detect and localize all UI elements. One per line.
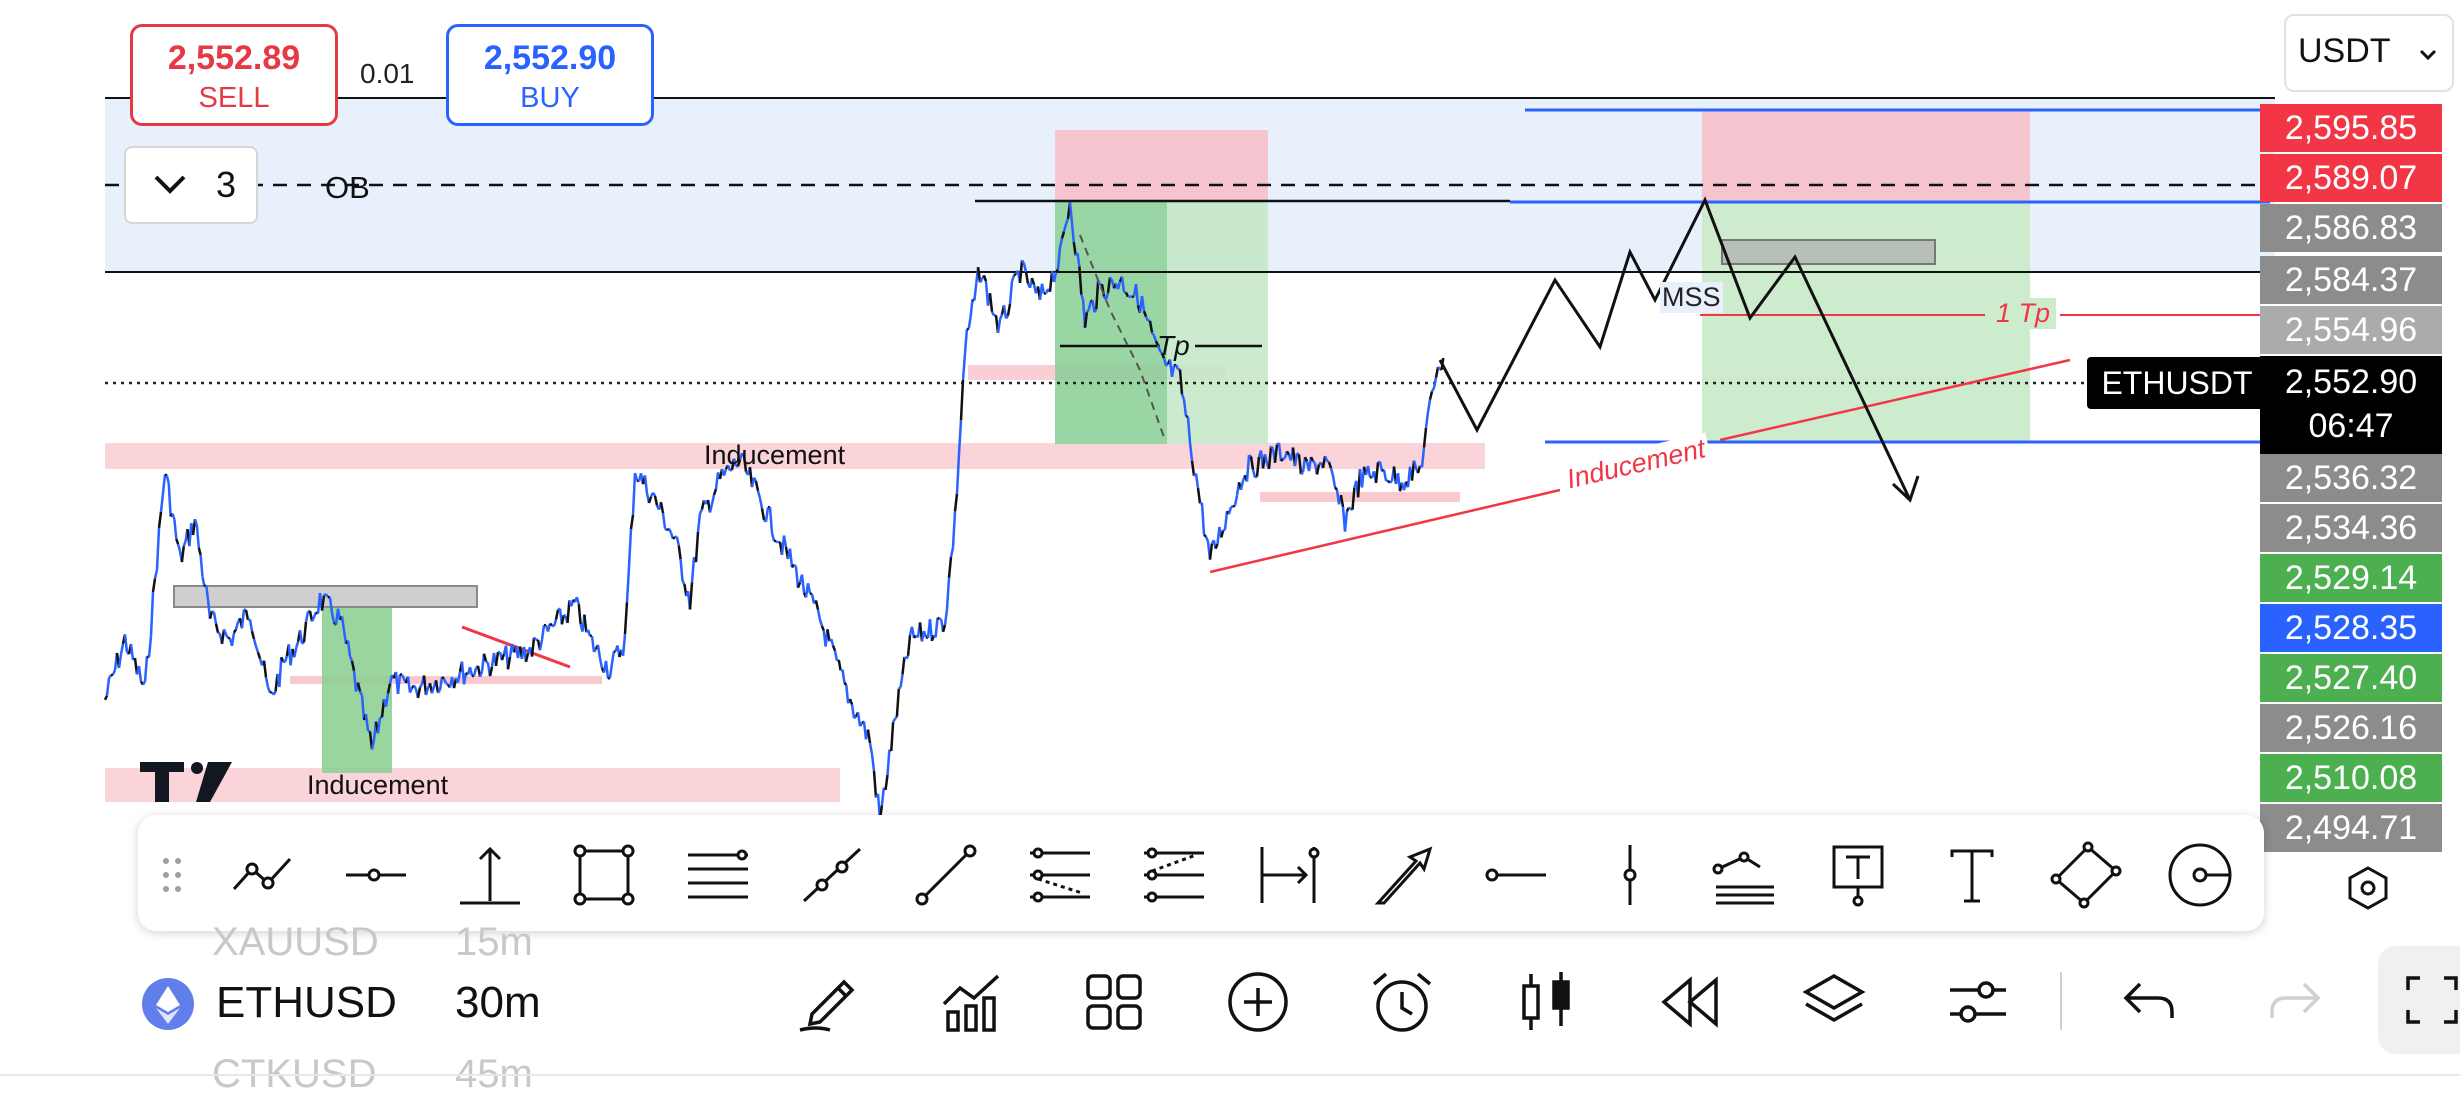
circle-icon[interactable] <box>2168 843 2232 907</box>
current-price-label: 2,552.90 06:47 <box>2260 356 2442 456</box>
pencil-icon[interactable] <box>796 970 860 1034</box>
tp-red-label: 1 Tp <box>1990 298 2056 329</box>
spread-value: 0.01 <box>360 58 415 90</box>
rotated-rectangle-icon[interactable] <box>2054 843 2118 907</box>
candles-icon[interactable] <box>1514 970 1578 1034</box>
indicators-icon[interactable] <box>940 970 1004 1034</box>
sell-label: SELL <box>133 82 335 115</box>
pitchfork-icon[interactable] <box>1712 843 1776 907</box>
toolbar-divider <box>2060 972 2062 1030</box>
trend-line-icon[interactable] <box>230 843 294 907</box>
price-label: 2,494.71 <box>2260 804 2442 852</box>
ob-label: OB <box>325 170 370 206</box>
settings-hex-icon[interactable] <box>2344 864 2392 912</box>
chevron-down-icon <box>2418 48 2438 62</box>
fullscreen-icon <box>2404 974 2460 1026</box>
inducement-top-label: Inducement <box>704 440 845 471</box>
bottom-divider <box>0 1074 2460 1076</box>
price-label: 2,526.16 <box>2260 704 2442 752</box>
drawing-toolbar <box>138 815 2264 931</box>
prev-timeframe[interactable]: 15m <box>455 920 533 965</box>
undo-icon[interactable] <box>2118 970 2182 1034</box>
current-timeframe[interactable]: 30m <box>455 978 541 1028</box>
price-label: 2,584.37 <box>2260 256 2442 304</box>
price-label: 2,527.40 <box>2260 654 2442 702</box>
indicator-count: 3 <box>216 164 236 206</box>
settings-icon[interactable] <box>1946 970 2010 1034</box>
tp-label: Tp <box>1157 330 1190 362</box>
current-price: 2,552.90 <box>2260 360 2442 404</box>
chevron-down-icon <box>152 172 188 196</box>
plus-circle-icon[interactable] <box>1226 970 1290 1034</box>
price-label: 2,534.36 <box>2260 504 2442 552</box>
current-symbol[interactable]: ETHUSD <box>216 978 402 1028</box>
vertical-line-icon[interactable] <box>1598 843 1662 907</box>
grid-icon[interactable] <box>1082 970 1146 1034</box>
price-label: 2,536.32 <box>2260 454 2442 502</box>
mss-label: MSS <box>1660 282 1723 313</box>
fullscreen-button[interactable] <box>2378 946 2460 1054</box>
prev-symbol[interactable]: XAUUSD <box>212 920 379 965</box>
price-label: 2,589.07 <box>2260 154 2442 202</box>
ethereum-icon <box>142 978 194 1030</box>
extended-line-icon[interactable] <box>800 843 864 907</box>
parallel-channel-icon[interactable] <box>686 843 750 907</box>
date-range-icon[interactable] <box>1256 843 1320 907</box>
horizontal-line-icon[interactable] <box>1484 843 1548 907</box>
arrow-icon[interactable] <box>1370 843 1434 907</box>
alarm-icon[interactable] <box>1370 970 1434 1034</box>
vertical-range-icon[interactable] <box>458 843 522 907</box>
fib-retracement-icon[interactable] <box>1028 843 1092 907</box>
buy-button[interactable]: 2,552.90 BUY <box>446 24 654 126</box>
price-label: 2,554.96 <box>2260 306 2442 354</box>
fib-channel-icon[interactable] <box>1142 843 1206 907</box>
price-label: 2,595.85 <box>2260 104 2442 152</box>
price-label: 2,529.14 <box>2260 554 2442 602</box>
price-label: 2,510.08 <box>2260 754 2442 802</box>
currency-select[interactable]: USDT <box>2284 14 2454 92</box>
redo-icon[interactable] <box>2262 970 2326 1034</box>
replay-icon[interactable] <box>1658 970 1722 1034</box>
currency-value: USDT <box>2298 32 2391 71</box>
text-note-icon[interactable] <box>1826 843 1890 907</box>
sell-price: 2,552.89 <box>133 39 335 78</box>
collapse-indicators-button[interactable]: 3 <box>124 146 258 224</box>
sell-button[interactable]: 2,552.89 SELL <box>130 24 338 126</box>
line-segment-icon[interactable] <box>914 843 978 907</box>
buy-label: BUY <box>449 82 651 115</box>
buy-price: 2,552.90 <box>449 39 651 78</box>
layers-icon[interactable] <box>1802 970 1866 1034</box>
text-icon[interactable] <box>1940 843 2004 907</box>
candle-countdown: 06:47 <box>2260 404 2442 448</box>
inducement-bottom-label: Inducement <box>307 770 448 801</box>
rectangle-icon[interactable] <box>572 843 636 907</box>
horizontal-ray-icon[interactable] <box>344 843 408 907</box>
price-label: 2,528.35 <box>2260 604 2442 652</box>
price-label: 2,586.83 <box>2260 204 2442 252</box>
drag-handle-icon[interactable] <box>158 843 188 907</box>
symbol-price-tag: ETHUSDT <box>2087 357 2267 409</box>
